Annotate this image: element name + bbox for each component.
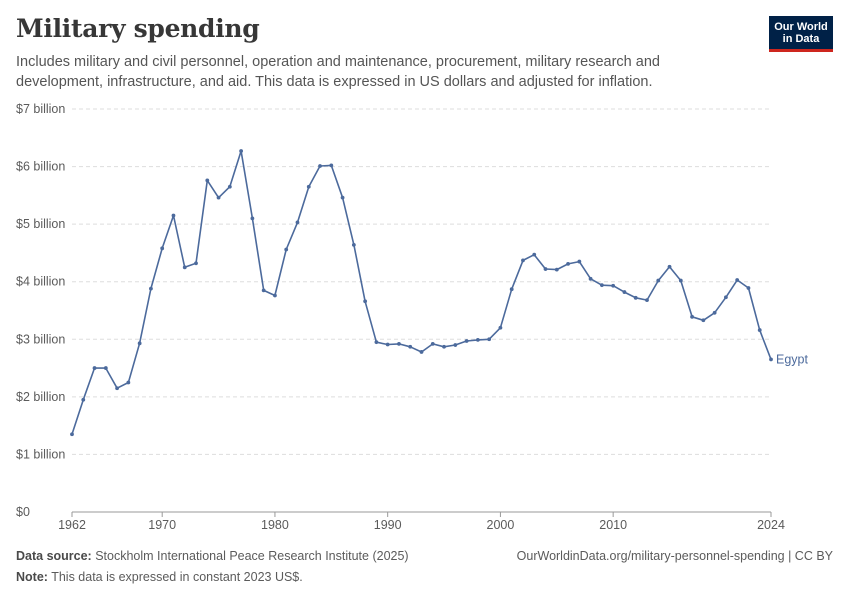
data-point <box>103 366 108 370</box>
data-point <box>92 366 97 370</box>
data-point <box>385 342 390 347</box>
data-source-text: Stockholm International Peace Research I… <box>95 549 409 563</box>
y-tick-label: $2 billion <box>16 390 65 404</box>
data-point <box>498 325 503 330</box>
data-point <box>577 259 582 264</box>
data-point <box>126 380 131 385</box>
data-point <box>239 149 244 153</box>
data-point <box>690 314 694 319</box>
data-point <box>70 432 74 437</box>
x-tick-label: 2000 <box>487 518 515 532</box>
data-point <box>464 339 469 343</box>
data-point <box>453 343 458 347</box>
data-point <box>622 290 627 294</box>
x-tick-label: 2010 <box>599 518 627 532</box>
data-point <box>475 337 480 342</box>
data-point <box>329 163 334 168</box>
data-point <box>363 299 368 304</box>
series-line-egypt <box>71 150 772 435</box>
data-point <box>194 261 198 266</box>
data-point <box>735 278 740 282</box>
data-point <box>306 184 311 189</box>
x-tick-label: 1962 <box>58 518 86 532</box>
data-source: Data source: Stockholm International Pea… <box>16 549 409 563</box>
data-point <box>250 216 255 221</box>
data-point <box>397 341 401 346</box>
series-label: Egypt <box>776 352 808 366</box>
data-point <box>667 264 672 269</box>
data-point <box>746 286 751 290</box>
grid-layer <box>72 108 771 455</box>
data-point <box>724 295 728 300</box>
data-point <box>430 341 435 346</box>
data-point <box>769 357 773 362</box>
y-tick-label: $3 billion <box>16 332 65 346</box>
x-tick-label: 1990 <box>374 518 402 532</box>
x-tick-label: 1970 <box>148 518 176 532</box>
data-point <box>216 195 221 200</box>
data-point <box>588 276 593 281</box>
data-point <box>645 298 649 303</box>
x-tick-label: 2024 <box>757 518 785 532</box>
data-point <box>566 261 570 266</box>
data-point <box>340 195 345 200</box>
data-point <box>521 258 525 263</box>
data-point <box>554 267 559 272</box>
data-point <box>295 220 300 225</box>
data-point <box>633 295 638 300</box>
data-source-label: Data source: <box>16 549 92 563</box>
data-point <box>543 267 548 271</box>
data-point <box>182 265 187 270</box>
data-point <box>284 247 289 252</box>
data-point <box>678 278 683 283</box>
data-point <box>532 252 537 257</box>
y-tick-label: $6 billion <box>16 160 65 174</box>
data-point <box>408 344 413 349</box>
data-point <box>701 318 706 323</box>
y-tick-label: $1 billion <box>16 447 65 461</box>
data-point <box>611 283 616 288</box>
data-point <box>419 350 424 354</box>
y-tick-label: $5 billion <box>16 217 65 231</box>
data-point <box>712 310 717 315</box>
y-tick-label: $4 billion <box>16 275 65 289</box>
logo-line-1: Our World <box>774 21 828 33</box>
chart-title: Military spending <box>16 14 260 43</box>
note-text: This data is expressed in constant 2023 … <box>51 570 303 584</box>
data-point <box>227 184 232 189</box>
data-point <box>757 328 762 332</box>
data-point <box>509 287 514 292</box>
chart-subtitle: Includes military and civil personnel, o… <box>16 54 660 90</box>
data-point <box>599 283 604 288</box>
axis-layer: $0 $1 billion $2 billion $3 billion $4 billi… <box>16 102 785 532</box>
data-point <box>656 278 661 283</box>
source-url-link[interactable]: OurWorldinData.org/military-personnel-sp… <box>516 549 833 563</box>
series-layer: Egypt <box>70 149 808 437</box>
data-point <box>115 386 119 391</box>
data-point <box>205 178 210 183</box>
logo-line-2: in Data <box>782 33 820 45</box>
data-point <box>442 344 446 349</box>
data-point <box>81 397 86 402</box>
x-tick-label: 1980 <box>261 518 289 532</box>
data-point <box>318 164 322 168</box>
y-tick-label: $7 billion <box>16 102 65 116</box>
data-point <box>160 246 165 251</box>
data-point <box>273 293 277 298</box>
y-tick-label: $0 <box>16 505 30 519</box>
data-point <box>171 213 176 218</box>
data-point <box>374 340 379 345</box>
data-point <box>137 341 142 346</box>
owid-logo[interactable]: Our World in Data <box>769 16 833 52</box>
data-point <box>487 337 492 342</box>
chart-note: Note: This data is expressed in constant… <box>16 570 303 584</box>
note-label: Note: <box>16 570 48 584</box>
data-point <box>149 286 153 291</box>
data-point <box>261 288 266 293</box>
data-point <box>351 242 356 247</box>
